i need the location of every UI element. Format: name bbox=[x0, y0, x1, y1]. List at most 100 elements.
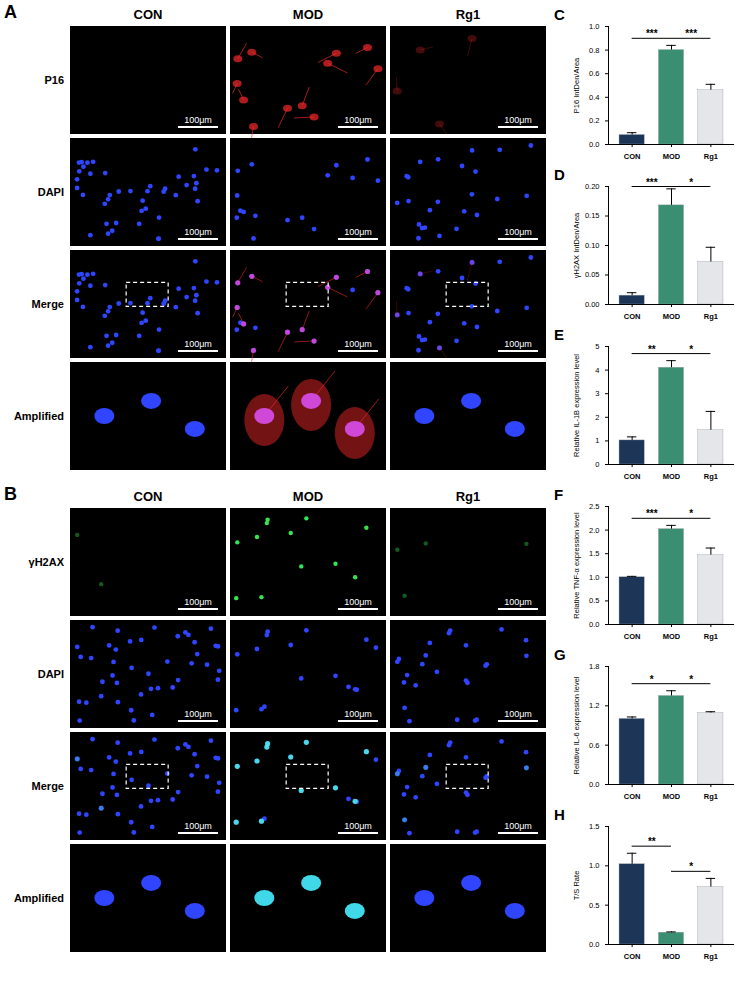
svg-text:0.0: 0.0 bbox=[589, 620, 599, 629]
svg-text:5: 5 bbox=[595, 342, 599, 351]
svg-text:MOD: MOD bbox=[663, 312, 681, 321]
svg-text:100μm: 100μm bbox=[504, 339, 532, 349]
svg-text:*: * bbox=[689, 508, 693, 519]
svg-text:100μm: 100μm bbox=[344, 709, 372, 719]
svg-text:*: * bbox=[689, 344, 693, 355]
svg-text:Rg1: Rg1 bbox=[456, 489, 481, 504]
svg-text:100μm: 100μm bbox=[344, 115, 372, 125]
svg-text:0.2: 0.2 bbox=[589, 116, 599, 125]
svg-text:1.5: 1.5 bbox=[589, 549, 599, 558]
svg-text:0.05: 0.05 bbox=[585, 270, 600, 279]
svg-text:0.6: 0.6 bbox=[589, 69, 599, 78]
svg-text:2.5: 2.5 bbox=[589, 502, 599, 511]
svg-text:0.10: 0.10 bbox=[585, 241, 600, 250]
svg-text:0.0: 0.0 bbox=[589, 780, 599, 789]
svg-text:100μm: 100μm bbox=[504, 709, 532, 719]
svg-text:100μm: 100μm bbox=[344, 821, 372, 831]
svg-text:*: * bbox=[689, 177, 693, 188]
svg-text:MOD: MOD bbox=[663, 952, 681, 961]
svg-text:***: *** bbox=[685, 28, 697, 39]
svg-text:A: A bbox=[4, 2, 17, 22]
svg-text:Rg1: Rg1 bbox=[704, 632, 718, 641]
svg-text:***: *** bbox=[646, 508, 658, 519]
svg-text:100μm: 100μm bbox=[184, 597, 212, 607]
svg-text:γH2AX IntDen/Area: γH2AX IntDen/Area bbox=[572, 212, 581, 278]
svg-text:P16 IntDen/Area: P16 IntDen/Area bbox=[572, 57, 581, 113]
svg-text:γH2AX: γH2AX bbox=[29, 556, 65, 568]
svg-text:DAPI: DAPI bbox=[38, 668, 64, 680]
svg-text:100μm: 100μm bbox=[504, 597, 532, 607]
svg-text:1: 1 bbox=[595, 436, 599, 445]
svg-text:Rg1: Rg1 bbox=[704, 312, 718, 321]
svg-text:Rg1: Rg1 bbox=[704, 472, 718, 481]
svg-text:0.0: 0.0 bbox=[589, 140, 599, 149]
svg-text:100μm: 100μm bbox=[504, 227, 532, 237]
svg-text:CON: CON bbox=[134, 489, 163, 504]
svg-text:*: * bbox=[650, 674, 654, 685]
svg-text:Relative IL-6 expression level: Relative IL-6 expression level bbox=[572, 676, 581, 774]
svg-text:1.8: 1.8 bbox=[589, 662, 599, 671]
svg-text:Rg1: Rg1 bbox=[704, 792, 718, 801]
svg-text:3: 3 bbox=[595, 389, 599, 398]
svg-text:CON: CON bbox=[624, 632, 641, 641]
svg-text:100μm: 100μm bbox=[344, 339, 372, 349]
svg-text:Relative TNF-α expression leve: Relative TNF-α expression level bbox=[572, 512, 581, 619]
svg-text:1.0: 1.0 bbox=[589, 22, 599, 31]
svg-text:MOD: MOD bbox=[663, 152, 681, 161]
svg-text:Amplified: Amplified bbox=[14, 892, 64, 904]
svg-text:Amplified: Amplified bbox=[14, 410, 64, 422]
svg-text:P16: P16 bbox=[44, 74, 64, 86]
svg-text:0.4: 0.4 bbox=[589, 93, 599, 102]
svg-text:CON: CON bbox=[134, 7, 163, 22]
svg-text:B: B bbox=[4, 484, 17, 504]
svg-text:1.2: 1.2 bbox=[589, 701, 599, 710]
svg-text:100μm: 100μm bbox=[504, 115, 532, 125]
svg-text:100μm: 100μm bbox=[184, 227, 212, 237]
svg-text:0.20: 0.20 bbox=[585, 182, 600, 191]
svg-text:**: ** bbox=[648, 344, 656, 355]
svg-text:T/S Rate: T/S Rate bbox=[572, 871, 581, 901]
svg-text:100μm: 100μm bbox=[504, 821, 532, 831]
svg-text:CON: CON bbox=[624, 952, 641, 961]
svg-text:DAPI: DAPI bbox=[38, 186, 64, 198]
svg-text:1.0: 1.0 bbox=[589, 861, 599, 870]
svg-text:1.0: 1.0 bbox=[589, 573, 599, 582]
svg-text:**: ** bbox=[648, 836, 656, 847]
svg-text:MOD: MOD bbox=[663, 472, 681, 481]
svg-text:Merge: Merge bbox=[32, 298, 64, 310]
svg-text:***: *** bbox=[646, 177, 658, 188]
svg-text:0.5: 0.5 bbox=[589, 901, 599, 910]
svg-text:0.5: 0.5 bbox=[589, 596, 599, 605]
svg-text:100μm: 100μm bbox=[184, 821, 212, 831]
svg-text:Rg1: Rg1 bbox=[704, 152, 718, 161]
svg-text:0.8: 0.8 bbox=[589, 46, 599, 55]
svg-text:100μm: 100μm bbox=[184, 709, 212, 719]
svg-text:4: 4 bbox=[595, 366, 599, 375]
svg-text:Merge: Merge bbox=[32, 780, 64, 792]
svg-text:2.0: 2.0 bbox=[589, 526, 599, 535]
svg-text:0: 0 bbox=[595, 460, 599, 469]
svg-text:2: 2 bbox=[595, 413, 599, 422]
svg-text:0.00: 0.00 bbox=[585, 300, 600, 309]
svg-text:0.0: 0.0 bbox=[589, 940, 599, 949]
svg-text:Rg1: Rg1 bbox=[456, 7, 481, 22]
svg-text:MOD: MOD bbox=[293, 7, 323, 22]
svg-text:100μm: 100μm bbox=[184, 339, 212, 349]
svg-text:*: * bbox=[689, 861, 693, 872]
svg-text:1.5: 1.5 bbox=[589, 822, 599, 831]
svg-text:CON: CON bbox=[624, 792, 641, 801]
svg-text:MOD: MOD bbox=[663, 632, 681, 641]
svg-text:100μm: 100μm bbox=[344, 597, 372, 607]
svg-text:MOD: MOD bbox=[293, 489, 323, 504]
svg-text:100μm: 100μm bbox=[184, 115, 212, 125]
svg-text:0.6: 0.6 bbox=[589, 741, 599, 750]
svg-text:CON: CON bbox=[624, 472, 641, 481]
svg-text:MOD: MOD bbox=[663, 792, 681, 801]
svg-text:100μm: 100μm bbox=[344, 227, 372, 237]
svg-text:***: *** bbox=[646, 28, 658, 39]
svg-text:*: * bbox=[689, 674, 693, 685]
svg-text:0.15: 0.15 bbox=[585, 211, 600, 220]
svg-text:CON: CON bbox=[624, 152, 641, 161]
svg-text:CON: CON bbox=[624, 312, 641, 321]
svg-text:Relative IL-1B expression leve: Relative IL-1B expression level bbox=[572, 354, 581, 457]
